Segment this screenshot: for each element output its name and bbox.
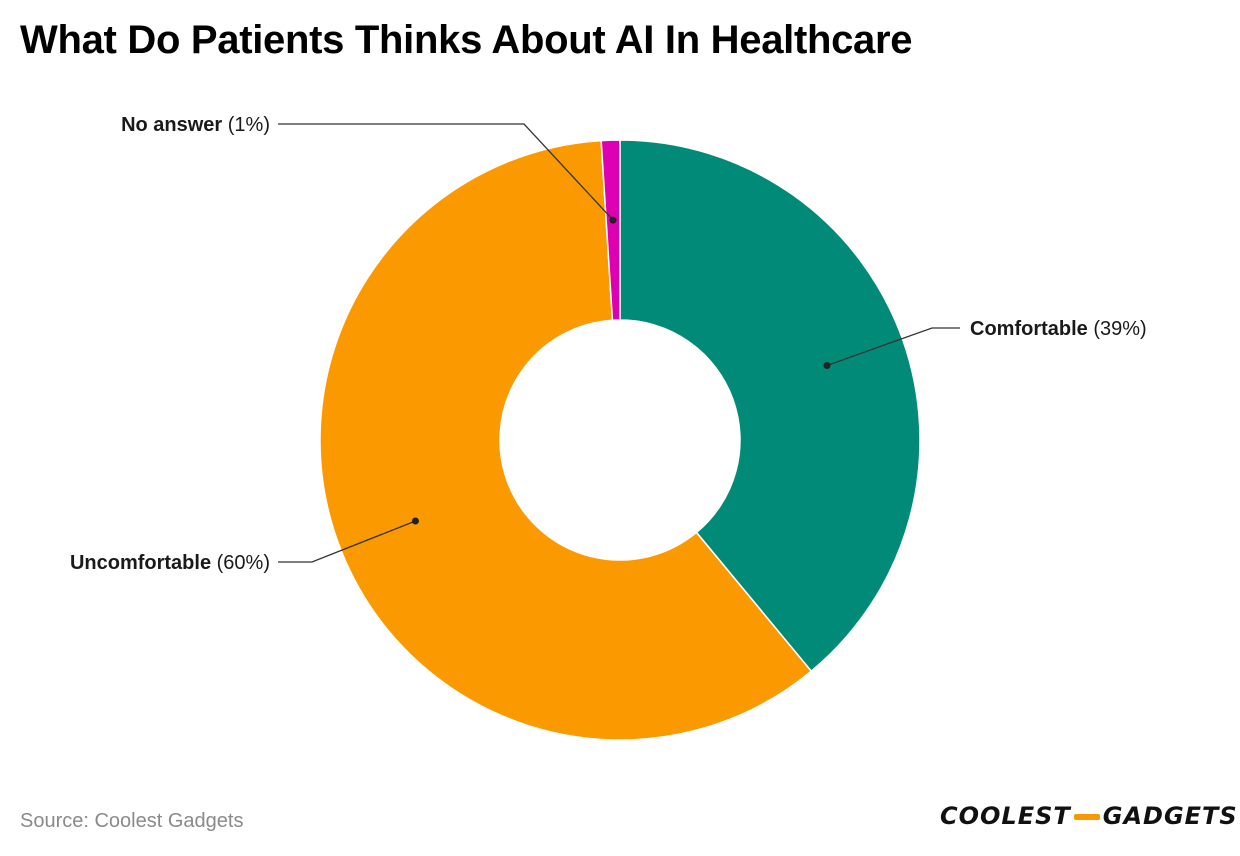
label-name-no-answer: No answer [121, 114, 228, 136]
leader-dot-no-answer [609, 216, 617, 224]
label-uncomfortable: Uncomfortable (60%) [70, 552, 270, 574]
chart-title: What Do Patients Thinks About AI In Heal… [20, 18, 913, 62]
slices-group [319, 139, 921, 741]
slice-comfortable [619, 139, 921, 673]
brand-logo: COOLEST GADGETS [940, 802, 1238, 830]
leader-dot-comfortable [823, 361, 831, 369]
leader-comfortable [826, 327, 960, 367]
label-name-comfortable: Comfortable [970, 318, 1093, 340]
label-comfortable: Comfortable (39%) [970, 318, 1147, 340]
logo-left-text: COOLEST [940, 802, 1071, 830]
logo-dash [1073, 814, 1100, 820]
labels-group: Comfortable (39%) Uncomfortable (60%) No a… [70, 114, 1147, 574]
source-note: Source: Coolest Gadgets [20, 810, 244, 832]
leaders-group [278, 123, 960, 563]
leader-uncomfortable [278, 520, 416, 563]
label-pct-comfortable: (39%) [1093, 318, 1146, 340]
label-pct-uncomfortable: (60%) [217, 552, 270, 574]
label-pct-no-answer: (1%) [228, 114, 270, 136]
label-name-uncomfortable: Uncomfortable [70, 552, 217, 574]
slice-no-answer [600, 139, 621, 322]
leader-no-answer [278, 123, 614, 221]
slice-uncomfortable [319, 139, 813, 741]
leader-dot-uncomfortable [411, 517, 419, 525]
label-no-answer: No answer (1%) [121, 114, 270, 136]
logo-right-text: GADGETS [1102, 802, 1238, 830]
